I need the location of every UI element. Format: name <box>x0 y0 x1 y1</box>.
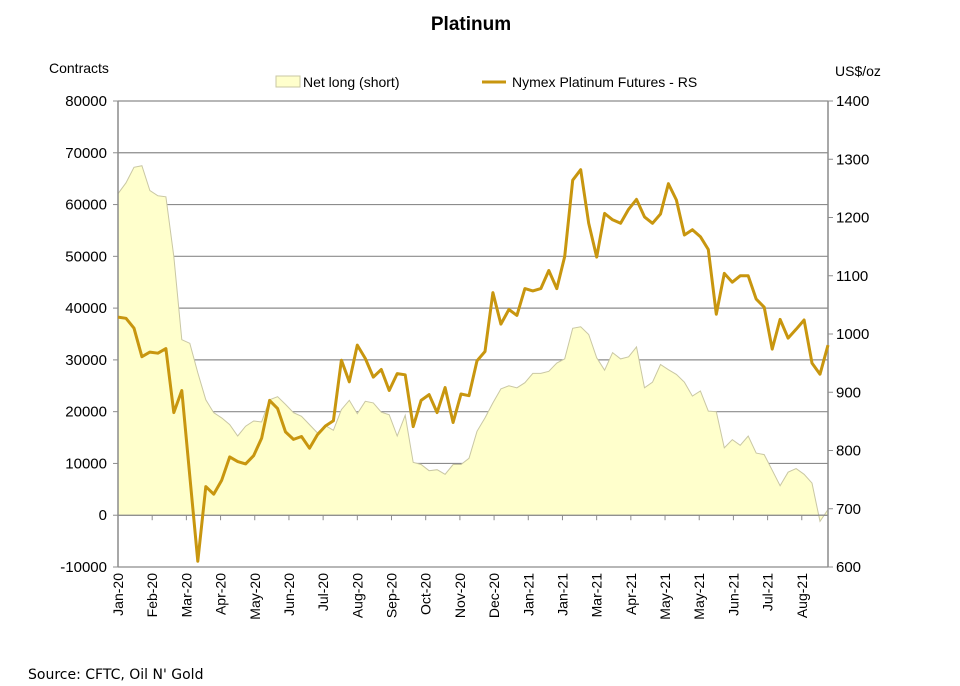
right-tick-label: 1000 <box>836 326 869 343</box>
right-tick-label: 800 <box>836 443 861 460</box>
left-tick-label: 20000 <box>65 404 107 421</box>
x-tick-label: Aug-20 <box>349 573 365 618</box>
x-tick-label: Jul-21 <box>760 573 776 611</box>
x-tick-label: Sep-20 <box>384 573 400 618</box>
source-note: Source: CFTC, Oil N' Gold <box>28 667 203 683</box>
left-tick-label: 50000 <box>65 248 107 265</box>
left-tick-label: 80000 <box>65 93 107 110</box>
net-long-area-outline <box>117 165 829 523</box>
x-tick-label: Jun-21 <box>725 573 741 616</box>
left-tick-label: 70000 <box>65 145 107 162</box>
chart-title: Platinum <box>431 14 511 35</box>
right-tick-label: 1400 <box>836 93 869 110</box>
right-tick-label: 900 <box>836 384 861 401</box>
legend-label-futures: Nymex Platinum Futures - RS <box>512 74 697 90</box>
x-tick-label: Jul-20 <box>315 573 331 611</box>
right-tick-label: 700 <box>836 501 861 518</box>
right-tick-label: 1100 <box>836 268 868 285</box>
right-tick-label: 600 <box>836 559 861 576</box>
right-axis-label: US$/oz <box>835 63 881 79</box>
x-tick-label: Mar-20 <box>178 573 194 618</box>
x-tick-label: Nov-20 <box>452 573 468 618</box>
x-tick-label: May-20 <box>247 573 263 620</box>
right-y-ticks: 600 700 800 900 1000 1100 1200 1300 1400 <box>828 93 869 576</box>
x-tick-label: Mar-21 <box>589 573 605 618</box>
x-ticks: Jan-20 Feb-20 Mar-20 Apr-20 May-20 Jun-20 Jul-… <box>110 515 810 620</box>
x-tick-label: Apr-21 <box>623 573 639 615</box>
x-tick-label: Aug-21 <box>794 573 810 618</box>
left-tick-label: 10000 <box>65 455 107 472</box>
legend: Net long (short) Nymex Platinum Futures … <box>275 74 697 90</box>
net-long-area <box>118 165 828 522</box>
futures-line-series <box>117 168 830 563</box>
left-tick-label: -10000 <box>60 559 107 576</box>
x-tick-label: May-21 <box>657 573 673 620</box>
x-tick-label: Jan-21 <box>520 573 536 616</box>
x-tick-label: Feb-20 <box>144 573 160 618</box>
net-long-area-series <box>117 165 829 523</box>
left-tick-label: 30000 <box>65 352 107 369</box>
right-tick-label: 1300 <box>836 151 869 168</box>
left-y-ticks: -10000 0 10000 20000 30000 40000 50000 60000 700… <box>60 93 118 576</box>
x-tick-label: Jun-20 <box>281 573 297 616</box>
left-tick-label: 40000 <box>65 300 107 317</box>
x-tick-label: May-21 <box>691 573 707 620</box>
left-axis-label: Contracts <box>49 60 109 76</box>
x-tick-label: Dec-20 <box>486 573 502 618</box>
legend-swatch-net-long <box>275 75 301 88</box>
x-tick-label: Oct-20 <box>418 573 434 615</box>
right-tick-label: 1200 <box>836 210 869 227</box>
left-tick-label: 0 <box>99 507 107 524</box>
legend-label-net-long: Net long (short) <box>303 74 399 90</box>
left-tick-label: 60000 <box>65 197 107 214</box>
futures-line <box>117 168 830 563</box>
x-tick-label: Jan-21 <box>554 573 570 616</box>
x-tick-label: Apr-20 <box>213 573 229 615</box>
x-tick-label: Jan-20 <box>110 573 126 616</box>
